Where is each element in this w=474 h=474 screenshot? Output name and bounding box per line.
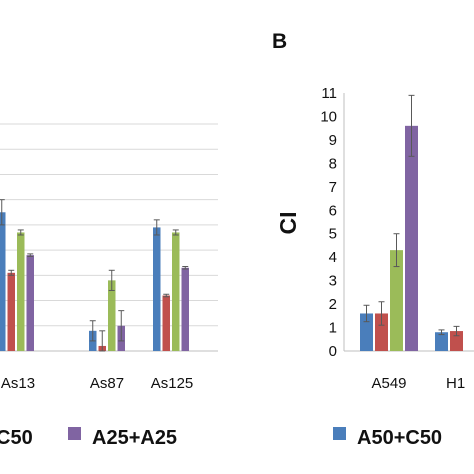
panel-a-chart: As13 As87 As125 [0, 123, 218, 392]
panel-a-bar [17, 232, 25, 351]
panel-a-bar [181, 267, 189, 351]
legend-swatch-purple [68, 427, 81, 440]
legend-label-partial: C50 [0, 427, 33, 449]
panel-b-y-tick-label: 3 [329, 273, 337, 290]
legend-swatch-blue [333, 427, 346, 440]
legend-label-a50-c50: A50+C50 [357, 427, 442, 449]
panel-b-bar [360, 313, 373, 351]
panel-b-bar [450, 331, 463, 351]
panel-b-y-tick-label: 9 [329, 132, 337, 149]
panel-b-category-label: H1 [446, 375, 465, 392]
panel-b-bar [375, 313, 388, 351]
panel-b-y-tick-label: 11 [321, 85, 337, 102]
legend-label-a25-a25: A25+A25 [92, 427, 177, 449]
panel-b-bar [435, 332, 448, 351]
panel-b-bar [390, 250, 403, 351]
panel-a-bar [162, 295, 170, 351]
chart-legend: C50 A25+A25 A50+C50 [0, 427, 442, 449]
panel-b-bar [405, 125, 418, 351]
panel-b-y-tick-label: 2 [329, 296, 337, 313]
panel-b-chart: B CI 0 1 2 3 4 5 6 7 8 9 10 11 A549 H1 [272, 30, 474, 392]
panel-b-y-tick-label: 4 [329, 249, 337, 266]
panel-b-category-labels: A549 H1 [371, 375, 465, 392]
panel-a-bar [7, 272, 15, 351]
panel-b-y-tick-label: 5 [329, 226, 337, 243]
panel-b-y-axis-title: CI [275, 212, 301, 235]
panel-a-category-label: As125 [151, 375, 194, 392]
panel-b-y-tick-label: 8 [329, 155, 337, 172]
panel-a-bar [108, 280, 116, 351]
panel-b-y-tick-label: 7 [329, 179, 337, 196]
panel-b-y-tick-label: 6 [329, 202, 337, 219]
panel-a-category-labels: As13 As87 As125 [1, 375, 193, 392]
panel-b-y-tick-label: 10 [320, 108, 337, 125]
panel-b-y-tick-label: 1 [329, 320, 337, 337]
panel-a-category-label: As13 [1, 375, 35, 392]
panel-a-bar [0, 212, 6, 351]
panel-a-bar [153, 227, 161, 351]
panel-a-bars [0, 199, 189, 352]
panel-b-bars [360, 94, 463, 351]
panel-a-bar [172, 232, 180, 351]
panel-b-label: B [272, 30, 287, 53]
panel-a-category-label: As87 [90, 375, 124, 392]
panel-b-y-tick-label: 0 [329, 343, 337, 360]
panel-a-bar [26, 255, 34, 351]
panel-b-y-axis-ticks: 0 1 2 3 4 5 6 7 8 9 10 11 [320, 85, 337, 360]
panel-b-category-label: A549 [371, 375, 406, 392]
